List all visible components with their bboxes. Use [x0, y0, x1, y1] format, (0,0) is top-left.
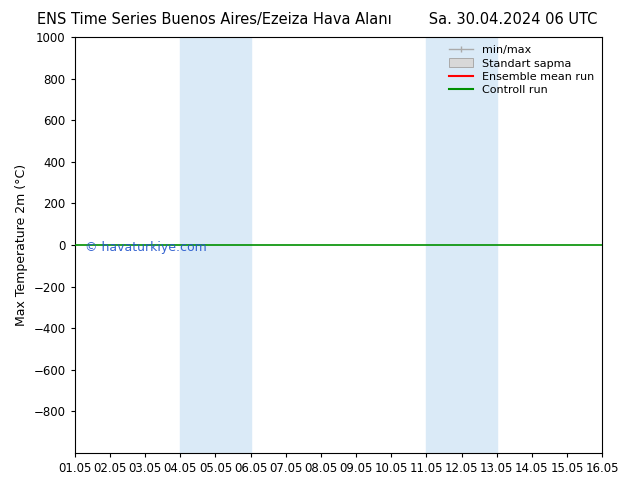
- Legend: min/max, Standart sapma, Ensemble mean run, Controll run: min/max, Standart sapma, Ensemble mean r…: [447, 43, 597, 97]
- Bar: [180, 37, 250, 453]
- Bar: [427, 37, 497, 453]
- Y-axis label: Max Temperature 2m (°C): Max Temperature 2m (°C): [15, 164, 28, 326]
- Text: © havaturkiye.com: © havaturkiye.com: [85, 241, 207, 254]
- Text: ENS Time Series Buenos Aires/Ezeiza Hava Alanı        Sa. 30.04.2024 06 UTC: ENS Time Series Buenos Aires/Ezeiza Hava…: [37, 12, 597, 27]
